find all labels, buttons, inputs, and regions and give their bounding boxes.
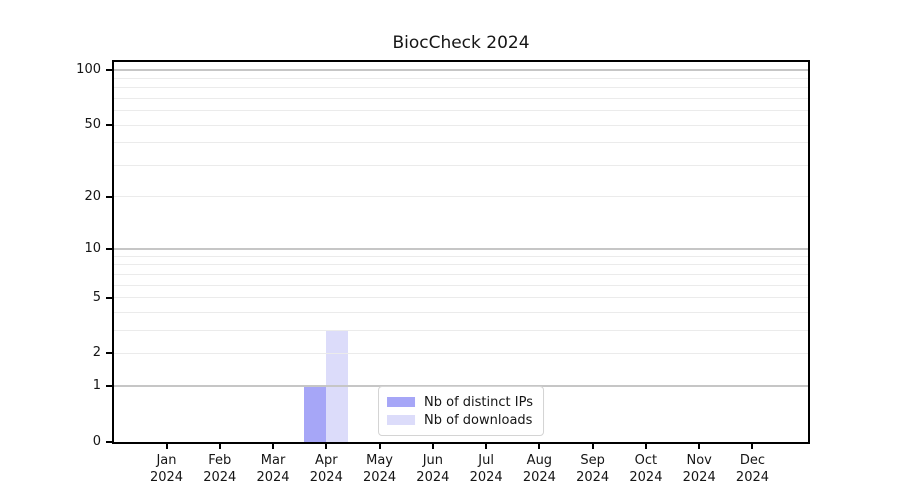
- y-tick-label-10: 10: [84, 240, 101, 256]
- x-tick-label-month: Sep: [580, 453, 605, 468]
- x-tick-label-year: 2024: [522, 470, 556, 485]
- bar-nb-of-distinct-ips-apr-2024: [304, 386, 327, 442]
- x-tick-label-year: 2024: [363, 470, 397, 485]
- x-tick-label-sep-2024: Sep 2024: [561, 452, 625, 486]
- x-tick-label-mar-2024: Mar 2024: [241, 452, 305, 486]
- x-tick-label-year: 2024: [309, 470, 343, 485]
- y-tick-mark-1: [106, 385, 112, 388]
- legend-entry-downloads: Nb of downloads: [387, 411, 533, 429]
- x-tick-label-apr-2024: Apr 2024: [294, 452, 358, 486]
- y-tick-label-1: 1: [92, 378, 101, 394]
- x-tick-label-feb-2024: Feb 2024: [188, 452, 252, 486]
- x-tick-label-aug-2024: Aug 2024: [507, 452, 571, 486]
- bar-nb-of-downloads-apr-2024: [326, 330, 349, 442]
- x-tick-mark-may-2024: [378, 444, 381, 449]
- legend: Nb of distinct IPs Nb of downloads: [378, 386, 544, 436]
- y-tick-mark-5: [106, 296, 112, 299]
- y-tick-mark-2: [106, 352, 112, 355]
- x-tick-label-oct-2024: Oct 2024: [614, 452, 678, 486]
- chart-title: BiocCheck 2024: [392, 33, 530, 53]
- x-tick-label-jan-2024: Jan 2024: [135, 452, 199, 486]
- plot-area: Nb of distinct IPs Nb of downloads: [112, 60, 810, 444]
- x-tick-label-dec-2024: Dec 2024: [720, 452, 784, 486]
- y-tick-label-5: 5: [92, 289, 101, 305]
- y-tick-label-2: 2: [92, 345, 101, 361]
- x-tick-label-month: Feb: [208, 453, 232, 468]
- x-tick-label-month: Jan: [156, 453, 177, 468]
- y-tick-label-100: 100: [76, 62, 101, 77]
- x-tick-label-month: Mar: [260, 453, 286, 468]
- x-tick-label-month: Apr: [315, 453, 338, 468]
- x-tick-label-year: 2024: [629, 470, 663, 485]
- x-tick-mark-apr-2024: [325, 444, 328, 449]
- x-tick-mark-nov-2024: [698, 444, 701, 449]
- x-tick-label-month: Nov: [686, 453, 712, 468]
- legend-label-downloads: Nb of downloads: [424, 412, 533, 428]
- x-tick-label-year: 2024: [416, 470, 450, 485]
- x-tick-label-jul-2024: Jul 2024: [454, 452, 518, 486]
- x-tick-mark-aug-2024: [538, 444, 541, 449]
- y-tick-mark-10: [106, 247, 112, 250]
- y-tick-mark-50: [106, 124, 112, 127]
- x-tick-label-may-2024: May 2024: [348, 452, 412, 486]
- x-tick-mark-dec-2024: [751, 444, 754, 449]
- x-tick-mark-jan-2024: [165, 444, 168, 449]
- x-tick-label-year: 2024: [735, 470, 770, 485]
- x-tick-label-year: 2024: [203, 470, 237, 485]
- legend-swatch-downloads: [387, 415, 416, 425]
- y-tick-label-50: 50: [84, 117, 101, 133]
- x-tick-label-month: Dec: [739, 453, 766, 468]
- x-tick-mark-mar-2024: [272, 444, 275, 449]
- x-tick-label-year: 2024: [576, 470, 610, 485]
- x-tick-label-month: Jun: [422, 453, 443, 468]
- legend-entry-distinct-ips: Nb of distinct IPs: [387, 393, 533, 411]
- x-tick-label-year: 2024: [682, 470, 716, 485]
- x-tick-label-month: Oct: [634, 453, 658, 468]
- y-tick-mark-20: [106, 195, 112, 198]
- legend-label-distinct-ips: Nb of distinct IPs: [424, 394, 533, 410]
- x-tick-mark-oct-2024: [644, 444, 647, 449]
- bars-layer: [114, 62, 808, 442]
- y-tick-mark-100: [106, 69, 112, 71]
- y-tick-label-20: 20: [84, 188, 101, 204]
- x-tick-mark-jun-2024: [431, 444, 434, 449]
- y-tick-label-0: 0: [92, 434, 101, 449]
- y-tick-mark-0: [106, 441, 112, 443]
- x-tick-label-year: 2024: [256, 470, 290, 485]
- x-tick-label-month: Aug: [526, 453, 553, 468]
- legend-swatch-distinct-ips: [387, 397, 416, 407]
- x-tick-label-year: 2024: [149, 470, 184, 485]
- x-tick-label-year: 2024: [469, 470, 503, 485]
- x-tick-label-nov-2024: Nov 2024: [667, 452, 731, 486]
- x-tick-mark-feb-2024: [218, 444, 221, 449]
- x-tick-mark-sep-2024: [591, 444, 594, 449]
- x-tick-label-month: Jul: [478, 453, 494, 468]
- x-tick-mark-jul-2024: [485, 444, 488, 449]
- x-tick-label-jun-2024: Jun 2024: [401, 452, 465, 486]
- x-tick-label-month: May: [366, 453, 394, 468]
